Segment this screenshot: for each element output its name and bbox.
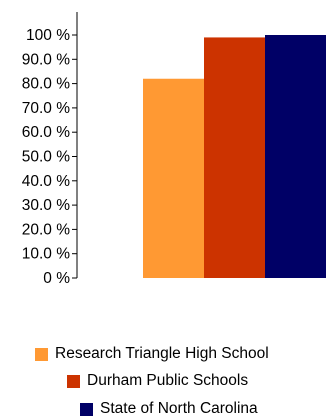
y-tick-label: 0 % — [43, 270, 70, 287]
y-tick-label: 10.0 % — [22, 246, 70, 263]
bar-state-of-north-carolina — [265, 35, 326, 278]
legend-item-state-of-north-carolina: State of North Carolina — [80, 400, 258, 418]
y-tick-label: 70.0 % — [22, 100, 70, 117]
y-tick-label: 30.0 % — [22, 197, 70, 214]
y-tick-label: 50.0 % — [22, 149, 70, 166]
legend-swatch — [35, 347, 48, 361]
bars — [143, 35, 326, 279]
y-tick-label: 20.0 % — [22, 221, 70, 238]
y-tick-label: 100 % — [26, 27, 70, 44]
legend-label: State of North Carolina — [100, 400, 258, 417]
bar-durham-public-schools — [204, 37, 265, 279]
legend-swatch — [80, 402, 93, 416]
legend-item-research-triangle-high-school: Research Triangle High School — [35, 345, 269, 363]
bar-research-triangle-high-school — [143, 78, 204, 279]
legend-item-durham-public-schools: Durham Public Schools — [67, 372, 248, 390]
y-tick-label: 80.0 % — [22, 76, 70, 93]
y-tick-label: 40.0 % — [22, 173, 70, 190]
legend-swatch — [67, 374, 80, 388]
legend-label: Research Triangle High School — [55, 345, 269, 362]
y-axis: 0 % 10.0 % 20.0 % 30.0 % 40.0 % 50.0 % 60.0 % 7… — [22, 12, 78, 287]
legend-label: Durham Public Schools — [87, 372, 249, 389]
y-tick-label: 60.0 % — [22, 124, 70, 141]
bar-chart: 0 % 10.0 % 20.0 % 30.0 % 40.0 % 50.0 % 60.0 % 7… — [22, 12, 326, 287]
y-tick-label: 90.0 % — [22, 51, 70, 68]
